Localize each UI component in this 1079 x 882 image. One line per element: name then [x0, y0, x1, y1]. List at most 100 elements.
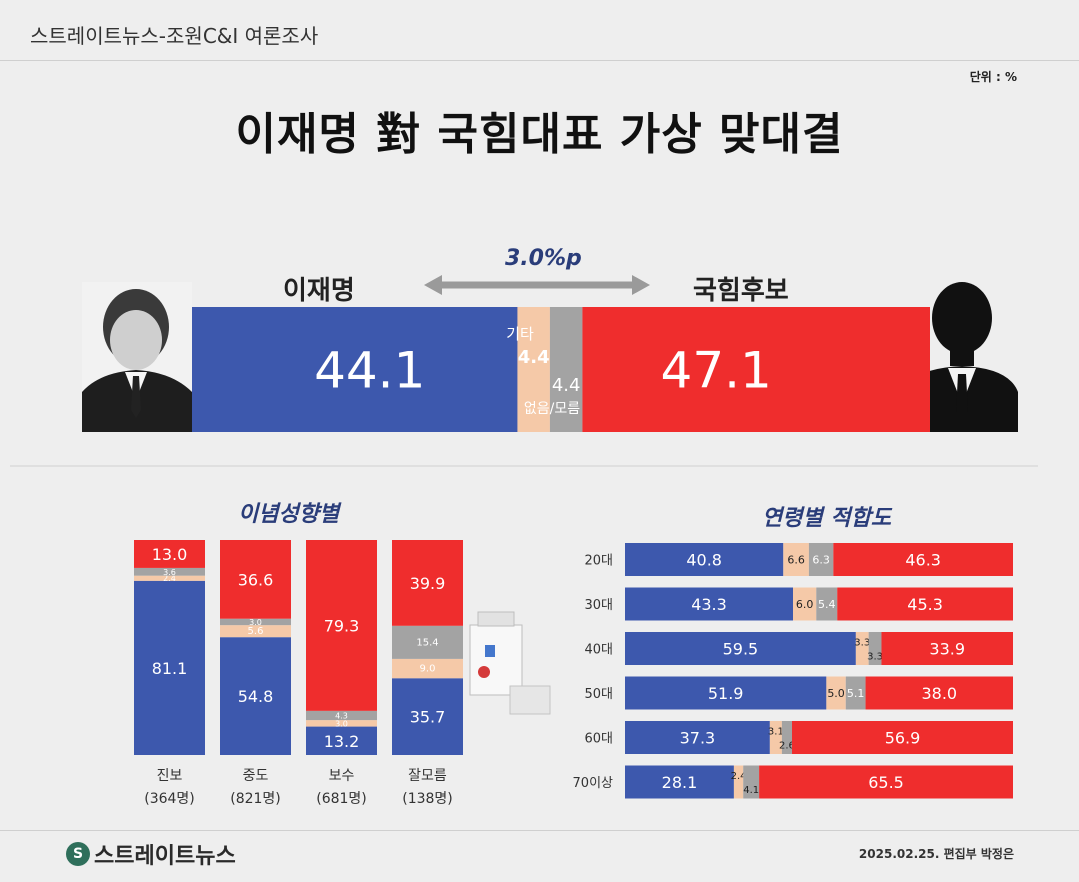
main-bar-segment: [582, 307, 930, 432]
ideology-bar-segment: [392, 625, 463, 659]
age-value-label: 45.3: [907, 595, 943, 614]
ideology-sample-label: (821명): [230, 791, 281, 807]
age-bar-segment: [625, 676, 827, 710]
age-category-label: 40대: [584, 643, 613, 658]
age-value-label: 33.9: [929, 640, 965, 659]
ideology-value-label: 15.4: [416, 637, 438, 648]
ideology-value-label: 3.6: [163, 568, 176, 577]
ideology-value-label: 13.2: [324, 732, 360, 751]
ideology-bar-segment: [392, 658, 463, 679]
ideology-value-label: 5.6: [248, 626, 264, 637]
age-value-label: 5.0: [827, 687, 845, 700]
ideology-bar-segment: [306, 726, 377, 755]
gap-label: 3.0%p: [505, 246, 582, 271]
ideology-bar-segment: [220, 637, 291, 755]
ideology-value-label: 54.8: [238, 687, 274, 706]
age-bar-segment: [868, 632, 882, 665]
dk-category-label: 없음/모름: [524, 401, 580, 417]
age-value-label: 38.0: [921, 684, 957, 703]
ideology-value-label: 4.3: [335, 711, 348, 720]
brand-logo: S 스트레이트뉴스: [66, 838, 236, 870]
brand-mark-icon: S: [66, 842, 90, 866]
main-bar-value-label: 4.4: [518, 347, 550, 368]
age-bar-segment: [769, 721, 782, 754]
age-value-label: 37.3: [680, 729, 716, 748]
ideology-value-label: 36.6: [238, 570, 274, 589]
page-title: 이재명 對 국힘대표 가상 맞대결: [235, 109, 844, 160]
candidate-portrait-icon: [82, 282, 192, 432]
age-value-label: 2.4: [731, 771, 747, 782]
main-bar-segment: [549, 307, 583, 432]
ideology-bar-segment: [220, 625, 291, 638]
ideology-value-label: 81.1: [152, 659, 188, 678]
ideology-value-label: 3.0: [249, 618, 262, 627]
ideology-bar-segment: [134, 580, 205, 755]
age-value-label: 5.4: [818, 598, 836, 611]
ideology-chart-title: 이념성향별: [238, 502, 340, 527]
age-category-label: 60대: [584, 732, 613, 747]
age-bar-segment: [759, 765, 1013, 799]
header-divider: [0, 60, 1079, 61]
age-bar-segment: [865, 676, 1013, 710]
age-bar-segment: [625, 543, 784, 576]
ideology-bar-segment: [134, 567, 205, 576]
age-value-label: 6.0: [796, 598, 814, 611]
age-value-label: 6.6: [787, 554, 805, 567]
age-value-label: 3.3: [854, 638, 870, 649]
ideology-category-label: 보수: [329, 768, 355, 784]
ideology-category-label: 잘모름: [408, 768, 447, 784]
age-bar-segment: [845, 676, 866, 710]
age-chart: 40.8 6.6 6.3 46.3 20대 43.3 6.0 5.4 45.3 30대 59.5 3.…: [573, 543, 1013, 799]
age-bar-segment: [781, 721, 793, 754]
age-bar-segment: [826, 676, 846, 710]
ideology-bar-segment: [392, 678, 463, 755]
age-bar-segment: [855, 632, 869, 665]
age-bar-segment: [833, 543, 1013, 576]
age-value-label: 28.1: [662, 773, 698, 792]
ideology-bar-segment: [392, 540, 463, 626]
age-value-label: 51.9: [708, 684, 744, 703]
age-bar-segment: [733, 765, 744, 799]
age-bar-segment: [837, 587, 1013, 621]
ideology-value-label: 39.9: [410, 574, 446, 593]
age-category-label: 20대: [584, 554, 613, 569]
main-bar-segment: [192, 307, 518, 432]
age-value-label: 2.6: [779, 741, 795, 752]
age-category-label: 70이상: [573, 776, 614, 791]
age-bar-segment: [625, 765, 734, 799]
age-value-label: 56.9: [885, 729, 921, 748]
age-bar-segment: [783, 543, 809, 576]
age-value-label: 59.5: [723, 640, 759, 659]
age-bar-segment: [793, 587, 817, 621]
left-candidate-name: 이재명: [283, 276, 355, 306]
ideology-bar-segment: [220, 618, 291, 626]
ideology-bar-segment: [306, 540, 377, 711]
ideology-bar-segment: [306, 720, 377, 727]
ideology-value-label: 35.7: [410, 708, 446, 727]
brand-logo-text: 스트레이트뉴스: [94, 844, 236, 869]
age-value-label: 46.3: [905, 551, 941, 570]
age-value-label: 5.1: [847, 687, 865, 700]
ideology-value-label: 2.4: [163, 574, 176, 583]
gap-arrow-icon: [424, 275, 650, 295]
main-bar-value-label: 44.1: [314, 342, 425, 400]
right-candidate-name: 국힘후보: [693, 276, 789, 306]
age-value-label: 3.3: [867, 652, 883, 663]
ideology-value-label: 79.3: [324, 616, 360, 635]
age-bar-segment: [743, 765, 760, 799]
age-value-label: 65.5: [868, 773, 904, 792]
age-chart-title: 연령별 적합도: [762, 506, 892, 531]
ideology-bar-segment: [306, 710, 377, 721]
ideology-bar-segment: [220, 540, 291, 619]
age-category-label: 50대: [584, 687, 613, 702]
age-bar-segment: [625, 587, 794, 621]
unit-label: 단위 : %: [969, 70, 1017, 84]
ideology-sample-label: (681명): [316, 791, 367, 807]
age-category-label: 30대: [584, 598, 613, 613]
header-source: 스트레이트뉴스-조원C&I 여론조사: [30, 24, 319, 48]
ideology-bar-segment: [134, 575, 205, 581]
age-bar-segment: [792, 721, 1013, 754]
ideology-value-label: 13.0: [152, 545, 188, 564]
ideology-chart: 81.12.43.613.0진보(364명)54.85.63.036.6중도(8…: [134, 540, 463, 807]
age-bar-segment: [816, 587, 838, 621]
